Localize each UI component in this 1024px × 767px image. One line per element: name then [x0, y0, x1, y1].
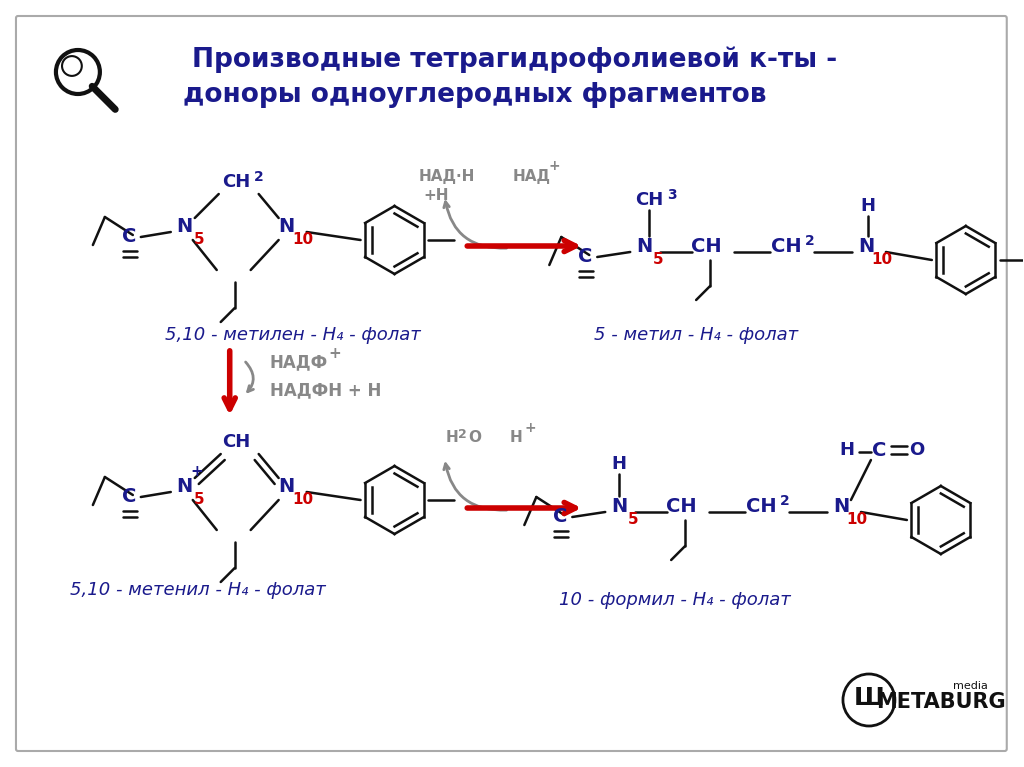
Text: CH: CH [222, 433, 251, 451]
Text: 2: 2 [805, 234, 815, 248]
Text: METABURG: METABURG [876, 692, 1006, 712]
Text: 10: 10 [292, 232, 313, 248]
Text: N: N [611, 496, 628, 515]
Text: N: N [177, 476, 193, 495]
Text: +: + [329, 347, 341, 361]
Text: НАДФН + Н: НАДФН + Н [269, 381, 381, 399]
Text: 10 - формил - H₄ - фолат: 10 - формил - H₄ - фолат [559, 591, 792, 609]
Text: 2: 2 [458, 427, 467, 440]
Text: 10: 10 [871, 252, 893, 268]
Text: НАД: НАД [512, 169, 550, 183]
Text: CH: CH [222, 173, 251, 191]
Text: CH: CH [771, 236, 802, 255]
Text: N: N [177, 216, 193, 235]
Text: 2: 2 [254, 170, 263, 184]
Text: CH: CH [666, 496, 696, 515]
Text: CH: CH [691, 236, 722, 255]
Text: N: N [636, 236, 652, 255]
Text: N: N [279, 216, 295, 235]
Text: H: H [860, 197, 876, 215]
Text: 5,10 - метилен - H₄ - фолат: 5,10 - метилен - H₄ - фолат [165, 326, 421, 344]
Text: C: C [553, 508, 567, 526]
Text: CH: CH [745, 496, 776, 515]
Text: C: C [871, 440, 886, 459]
Text: +: + [524, 421, 537, 435]
Text: +: + [190, 465, 203, 479]
Text: C: C [579, 248, 593, 266]
Text: 5: 5 [194, 232, 204, 248]
Text: C: C [122, 228, 136, 246]
Text: O: O [468, 430, 481, 446]
Text: N: N [833, 496, 849, 515]
Text: НАД·Н: НАД·Н [418, 169, 475, 183]
Text: доноры одноуглеродных фрагментов: доноры одноуглеродных фрагментов [182, 82, 766, 108]
Text: N: N [279, 476, 295, 495]
Text: 5: 5 [194, 492, 204, 508]
Text: 10: 10 [292, 492, 313, 508]
FancyBboxPatch shape [16, 16, 1007, 751]
Text: H: H [840, 441, 854, 459]
Text: CH: CH [635, 191, 664, 209]
Text: H: H [611, 455, 627, 473]
Text: C: C [122, 488, 136, 506]
Text: H: H [446, 430, 459, 446]
Text: +Н: +Н [424, 189, 450, 203]
Text: H: H [510, 430, 522, 446]
Text: Производные тетрагидрофолиевой к-ты -: Производные тетрагидрофолиевой к-ты - [191, 47, 837, 74]
Text: 2: 2 [780, 494, 790, 508]
Text: N: N [858, 236, 874, 255]
Text: НАДФ: НАДФ [269, 353, 328, 371]
Text: 5 - метил - H₄ - фолат: 5 - метил - H₄ - фолат [594, 326, 799, 344]
Text: 3: 3 [668, 188, 677, 202]
Text: media: media [953, 681, 988, 691]
Text: 5: 5 [628, 512, 639, 528]
Text: +: + [549, 159, 560, 173]
Text: 5,10 - метенил - H₄ - фолат: 5,10 - метенил - H₄ - фолат [70, 581, 326, 599]
Text: 5: 5 [653, 252, 664, 268]
Text: Ш: Ш [854, 686, 885, 710]
Text: 10: 10 [847, 512, 867, 528]
Text: O: O [909, 441, 925, 459]
